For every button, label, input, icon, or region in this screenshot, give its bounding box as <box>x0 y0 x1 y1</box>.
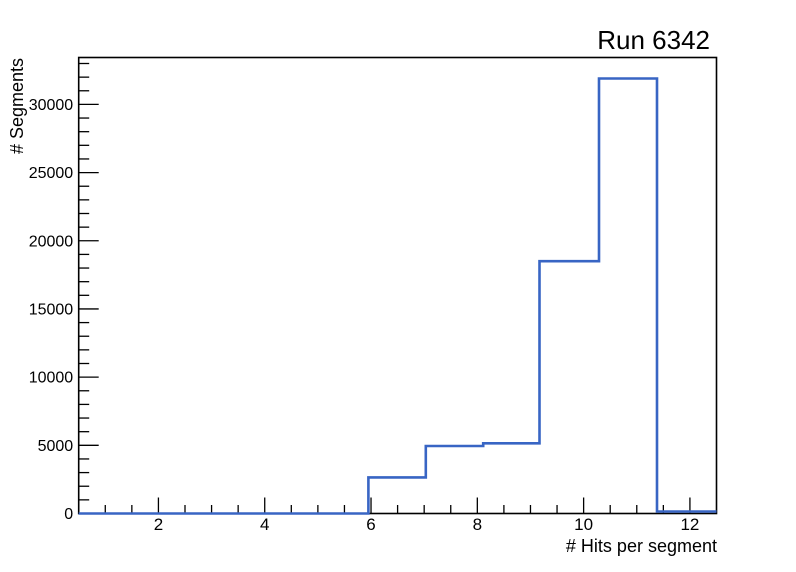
x-axis-tick-label: 10 <box>574 515 593 534</box>
plot-frame <box>77 56 718 515</box>
y-axis-tick-label: 30000 <box>29 97 74 114</box>
x-axis-label: # Hits per segment <box>565 536 717 556</box>
y-axis-tick-label: 25000 <box>29 165 74 182</box>
x-axis-tick-label: 8 <box>473 515 482 534</box>
x-axis-tick-label: 12 <box>680 515 699 534</box>
y-axis-tick-label: 20000 <box>29 233 74 250</box>
x-axis-tick-label: 2 <box>154 515 163 534</box>
y-axis-tick-label: 0 <box>64 506 73 523</box>
x-axis-tick-label: 6 <box>366 515 375 534</box>
y-axis-tick-label: 5000 <box>38 438 74 455</box>
x-axis-tick-label: 4 <box>260 515 269 534</box>
y-axis-label: # Segments <box>7 57 27 154</box>
y-axis-tick-label: 15000 <box>29 301 74 318</box>
histogram-line <box>78 77 717 515</box>
plot-title: Run 6342 <box>597 25 710 55</box>
y-axis-tick-label: 10000 <box>29 370 74 387</box>
